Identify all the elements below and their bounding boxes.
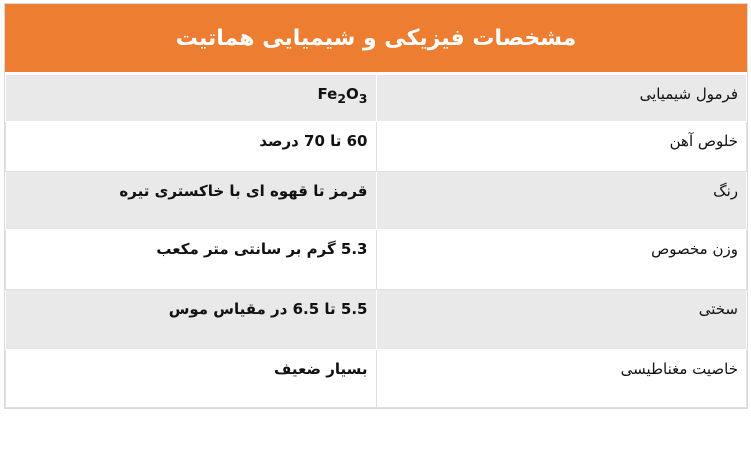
table-row: وزن مخصوص 5.3 گرم بر سانتی متر مکعب xyxy=(5,229,747,290)
table-row: خاصیت مغناطیسی بسیار ضعیف xyxy=(5,349,747,408)
table-row: رنگ قرمز تا قهوه ای با خاکستری تیره xyxy=(5,171,747,230)
properties-table: فرمول شیمیایی Fe2O3 خلوص آهن 60 تا 70 در… xyxy=(5,74,747,408)
property-label: وزن مخصوص xyxy=(375,229,747,290)
property-label: رنگ xyxy=(375,171,747,230)
properties-table-container: مشخصات فیزیکی و شیمیایی هماتیت فرمول شیم… xyxy=(4,3,748,409)
property-value: قرمز تا قهوه ای با خاکستری تیره xyxy=(5,171,377,230)
property-value: 5.5 تا 6.5 در مقیاس موس xyxy=(5,289,377,350)
property-value: 60 تا 70 درصد xyxy=(5,121,377,172)
chemical-formula: Fe2O3 xyxy=(317,85,368,106)
property-label: خلوص آهن xyxy=(375,121,747,172)
table-row: فرمول شیمیایی Fe2O3 xyxy=(5,74,747,122)
property-value: بسیار ضعیف xyxy=(5,349,377,408)
property-label: خاصیت مغناطیسی xyxy=(375,349,747,408)
property-label: سختی xyxy=(375,289,747,350)
property-label: فرمول شیمیایی xyxy=(375,74,747,122)
table-row: سختی 5.5 تا 6.5 در مقیاس موس xyxy=(5,289,747,350)
property-value: 5.3 گرم بر سانتی متر مکعب xyxy=(5,229,377,290)
table-row: خلوص آهن 60 تا 70 درصد xyxy=(5,121,747,172)
table-title: مشخصات فیزیکی و شیمیایی هماتیت xyxy=(5,4,747,74)
property-value: Fe2O3 xyxy=(5,74,377,122)
